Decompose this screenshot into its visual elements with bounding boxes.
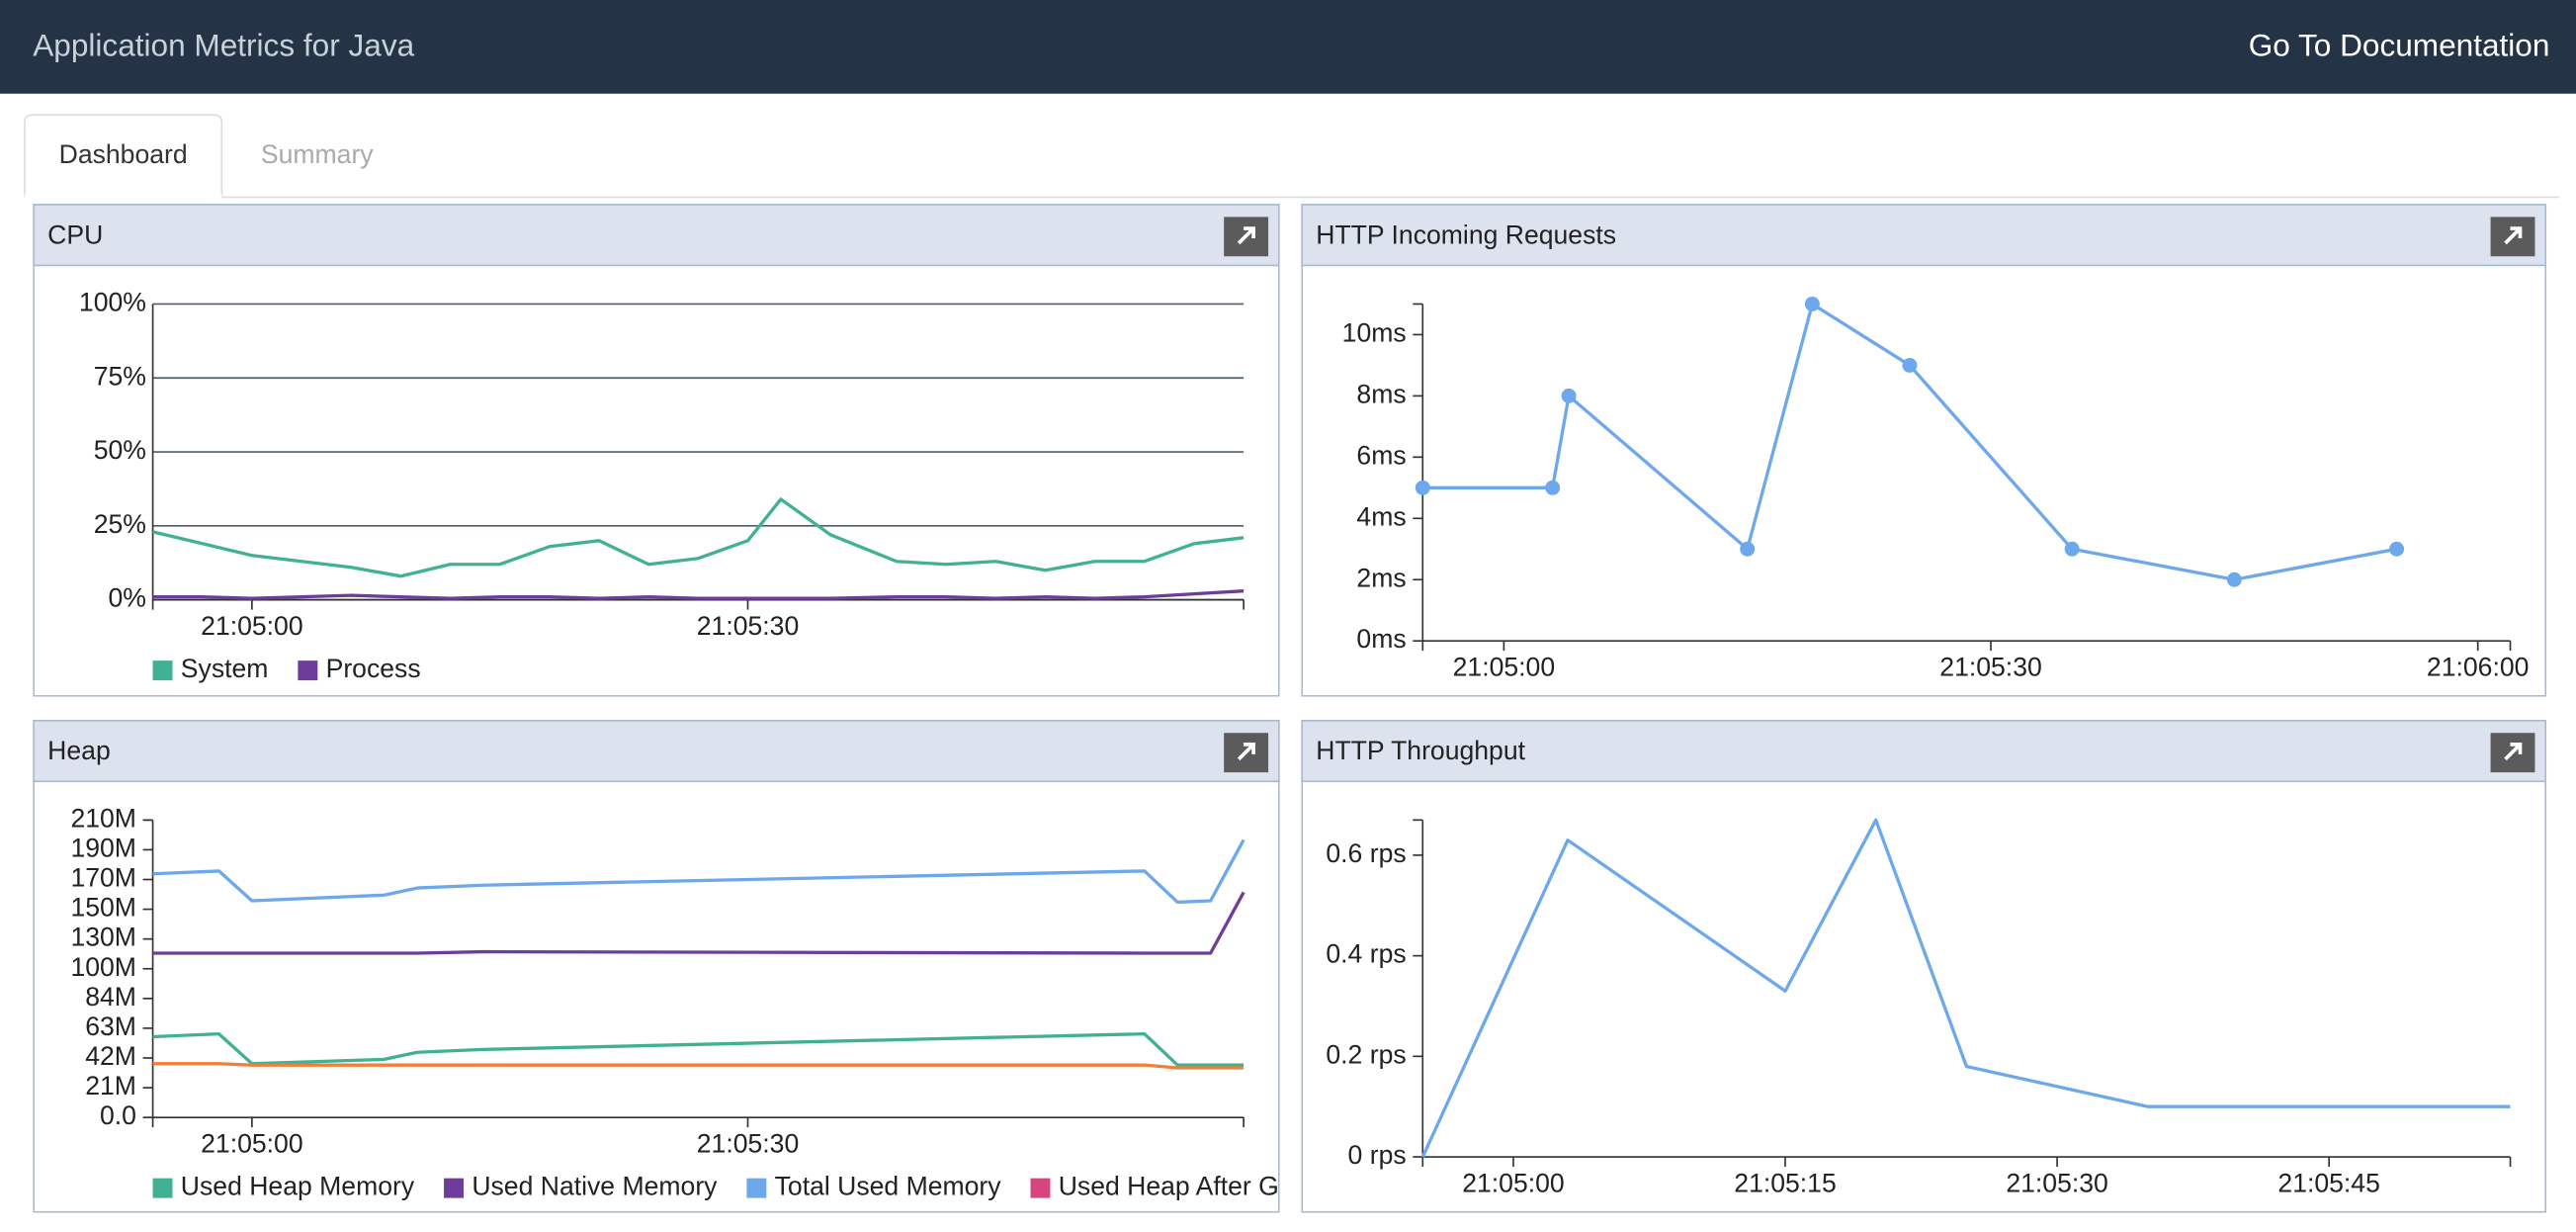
series-line xyxy=(152,891,1245,955)
y-tick-label: 25% xyxy=(94,509,146,539)
panel-title: HTTP Incoming Requests xyxy=(1316,220,1616,249)
x-tick-label: 21:05:30 xyxy=(1939,652,2041,681)
legend-label: System xyxy=(181,654,269,683)
x-tick-label: 21:05:00 xyxy=(1453,652,1555,681)
y-tick-label: 100M xyxy=(70,952,135,982)
legend-swatch xyxy=(152,1178,173,1198)
tab-gap xyxy=(24,194,222,201)
legend-label: Process xyxy=(326,654,421,683)
y-tick-label: 42M xyxy=(85,1041,136,1071)
panel-title: Heap xyxy=(47,736,111,765)
y-tick-label: 150M xyxy=(70,893,135,923)
y-tick-label: 0.0 xyxy=(100,1100,136,1130)
x-tick-label: 21:05:45 xyxy=(2277,1168,2379,1197)
doc-link[interactable]: Go To Documentation xyxy=(2249,28,2550,63)
x-tick-label: 21:05:30 xyxy=(697,1128,799,1158)
tab-active[interactable] xyxy=(24,114,223,198)
legend-label: Used Heap After GC xyxy=(1059,1172,1298,1201)
legend-label: Total Used Memory xyxy=(775,1172,1002,1201)
data-point xyxy=(1804,296,1820,311)
y-tick-label: 21M xyxy=(85,1071,136,1100)
tab-label[interactable]: Dashboard xyxy=(59,139,188,169)
y-tick-label: 4ms xyxy=(1356,501,1406,531)
panel-header xyxy=(33,719,1280,783)
x-tick-label: 21:05:30 xyxy=(2006,1168,2107,1197)
panel-body xyxy=(33,204,1280,697)
panel: HTTP Throughput 0 rps 0.2 rps 0.4 rps 0.6 rp… xyxy=(1301,719,2547,1213)
y-tick-label: 130M xyxy=(70,923,135,952)
y-tick-label: 50% xyxy=(94,435,146,465)
series-line xyxy=(152,497,1245,578)
panel: Heap0.021M42M63M84M100M130M150M170M190M2… xyxy=(33,719,1298,1213)
data-point xyxy=(1902,357,1918,373)
y-tick-label: 0.6 rps xyxy=(1326,838,1406,868)
data-point xyxy=(1561,388,1577,403)
series-line xyxy=(152,588,1245,600)
top-bar xyxy=(0,0,2576,94)
x-tick-label: 21:06:00 xyxy=(2427,652,2529,681)
series-line xyxy=(152,1062,1245,1070)
data-point xyxy=(2226,572,2242,587)
panel-header xyxy=(33,204,1280,267)
y-tick-label: 6ms xyxy=(1356,440,1406,470)
app-title: Application Metrics for Java xyxy=(33,28,414,63)
series-line xyxy=(152,1031,1245,1067)
panel-header xyxy=(1301,719,2547,783)
panel-body xyxy=(1301,719,2547,1213)
legend-swatch xyxy=(298,660,318,681)
panel-title: CPU xyxy=(47,220,103,249)
x-tick-label: 21:05:00 xyxy=(1462,1168,1564,1197)
expand-icon xyxy=(2504,743,2523,761)
panel-title: HTTP Throughput xyxy=(1316,736,1525,765)
series-line xyxy=(152,838,1245,905)
y-tick-label: 190M xyxy=(70,833,135,862)
legend-swatch xyxy=(746,1178,767,1198)
y-tick-label: 0.2 rps xyxy=(1326,1039,1406,1069)
y-tick-label: 210M xyxy=(70,803,135,833)
y-tick-label: 0 rps xyxy=(1348,1140,1407,1170)
y-tick-label: 100% xyxy=(79,288,146,317)
panel: HTTP Incoming Requests 0ms 2ms 4ms 6ms 8ms 10m… xyxy=(1301,204,2547,697)
data-point xyxy=(2389,541,2405,557)
series-line xyxy=(1420,818,2511,1158)
legend-label: Used Heap Memory xyxy=(181,1172,415,1201)
expand-icon xyxy=(1237,743,1255,761)
y-tick-label: 0ms xyxy=(1356,624,1406,654)
x-tick-label: 21:05:00 xyxy=(201,611,302,641)
expand-icon xyxy=(1237,226,1255,245)
x-tick-label: 21:05:15 xyxy=(1734,1168,1836,1197)
y-tick-label: 0% xyxy=(108,583,145,613)
y-tick-label: 8ms xyxy=(1356,379,1406,408)
legend-label: Used Native Memory xyxy=(472,1172,718,1201)
y-tick-label: 84M xyxy=(85,982,136,1012)
legend-swatch xyxy=(1030,1178,1051,1198)
legend-swatch xyxy=(444,1178,465,1198)
data-point xyxy=(1545,480,1561,495)
x-tick-label: 21:05:30 xyxy=(697,611,799,641)
x-tick-label: 21:05:00 xyxy=(201,1128,302,1158)
data-point xyxy=(2064,541,2080,557)
tab-label[interactable]: Summary xyxy=(261,139,374,169)
data-point xyxy=(1740,541,1756,557)
y-tick-label: 63M xyxy=(85,1012,136,1041)
data-point xyxy=(1415,480,1430,495)
legend-swatch xyxy=(152,660,173,681)
expand-icon xyxy=(2504,226,2523,245)
y-tick-label: 75% xyxy=(94,361,146,391)
panel-body xyxy=(33,719,1280,1213)
y-tick-label: 170M xyxy=(70,863,135,893)
panel-body xyxy=(1301,204,2547,697)
y-tick-label: 2ms xyxy=(1356,563,1406,592)
y-tick-label: 10ms xyxy=(1342,317,1407,347)
y-tick-label: 0.4 rps xyxy=(1326,939,1406,969)
panel: CPU 0% 25% 50% 75% 100% 21:05:00 21:05:30 System… xyxy=(33,204,1280,697)
panel-header xyxy=(1301,204,2547,267)
